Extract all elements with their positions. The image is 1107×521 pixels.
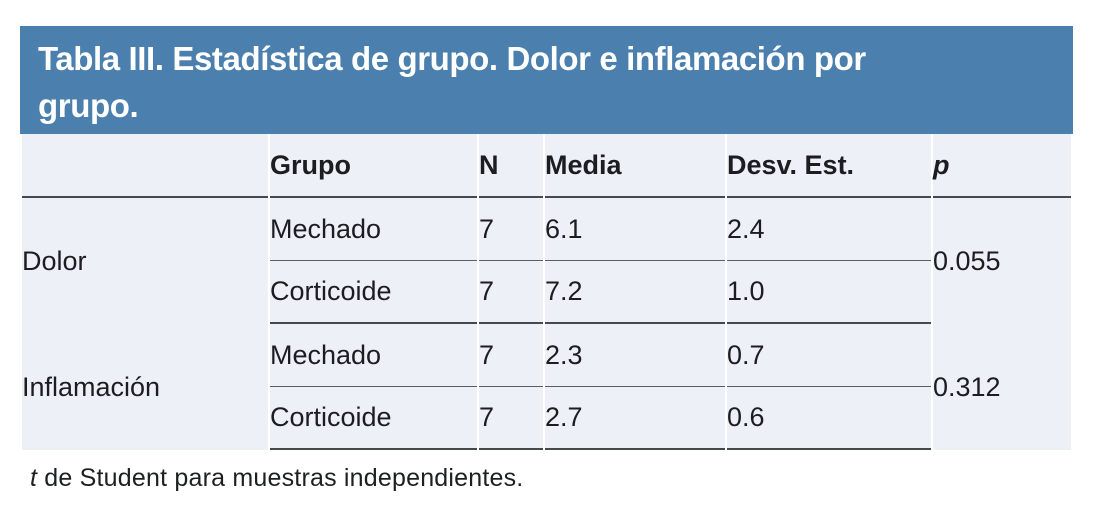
cell-n: 7 [479,387,543,450]
cell-grupo: Mechado [270,198,477,261]
table-card: Tabla III. Estadística de grupo. Dolor e… [20,26,1073,493]
cell-media: 7.2 [545,261,725,324]
header-desv-est: Desv. Est. [727,134,931,198]
table-row-inflamacion-corticoide: Corticoide 7 2.7 0.6 [22,387,1071,450]
footnote-italic-t: t [30,464,38,492]
cell-grupo: Mechado [270,324,477,387]
cell-desv: 2.4 [727,198,931,261]
table-row-dolor-corticoide: Corticoide 7 7.2 1.0 [22,261,1071,324]
group-statistics-table: Grupo N Media Desv. Est. p Dolor Mechado… [20,134,1073,450]
cell-n: 7 [479,324,543,387]
table-title-banner: Tabla III. Estadística de grupo. Dolor e… [20,26,1073,134]
header-n: N [479,134,543,198]
table-row-inflamacion-mechado: Inflamación Mechado 7 2.3 0.7 0.312 [22,324,1071,450]
cell-media: 2.3 [545,324,725,387]
header-empty [22,134,268,198]
cell-desv: 0.7 [727,324,931,387]
table-title-line-1: Tabla III. Estadística de grupo. Dolor e… [38,40,866,77]
cell-media: 2.7 [545,387,725,450]
cell-p-value-dolor: 0.055 [933,198,1071,324]
cell-p-value-inflamacion: 0.312 [933,324,1071,450]
cell-desv: 1.0 [727,261,931,324]
header-media: Media [545,134,725,198]
cell-desv: 0.6 [727,387,931,450]
row-label-dolor: Dolor [22,198,268,324]
table-footnote: t de Student para muestras independiente… [30,464,1073,493]
row-label-inflamacion: Inflamación [22,324,268,450]
table-title-line-2: grupo. [38,87,139,124]
header-grupo: Grupo [270,134,477,198]
cell-grupo: Corticoide [270,387,477,450]
cell-n: 7 [479,198,543,261]
cell-grupo: Corticoide [270,261,477,324]
header-p: p [933,134,1071,198]
cell-n: 7 [479,261,543,324]
cell-media: 6.1 [545,198,725,261]
table-row-dolor-mechado: Dolor Mechado 7 6.1 2.4 0.055 [22,198,1071,324]
header-row: Grupo N Media Desv. Est. p [22,134,1071,198]
footnote-text: de Student para muestras independientes. [37,464,524,492]
